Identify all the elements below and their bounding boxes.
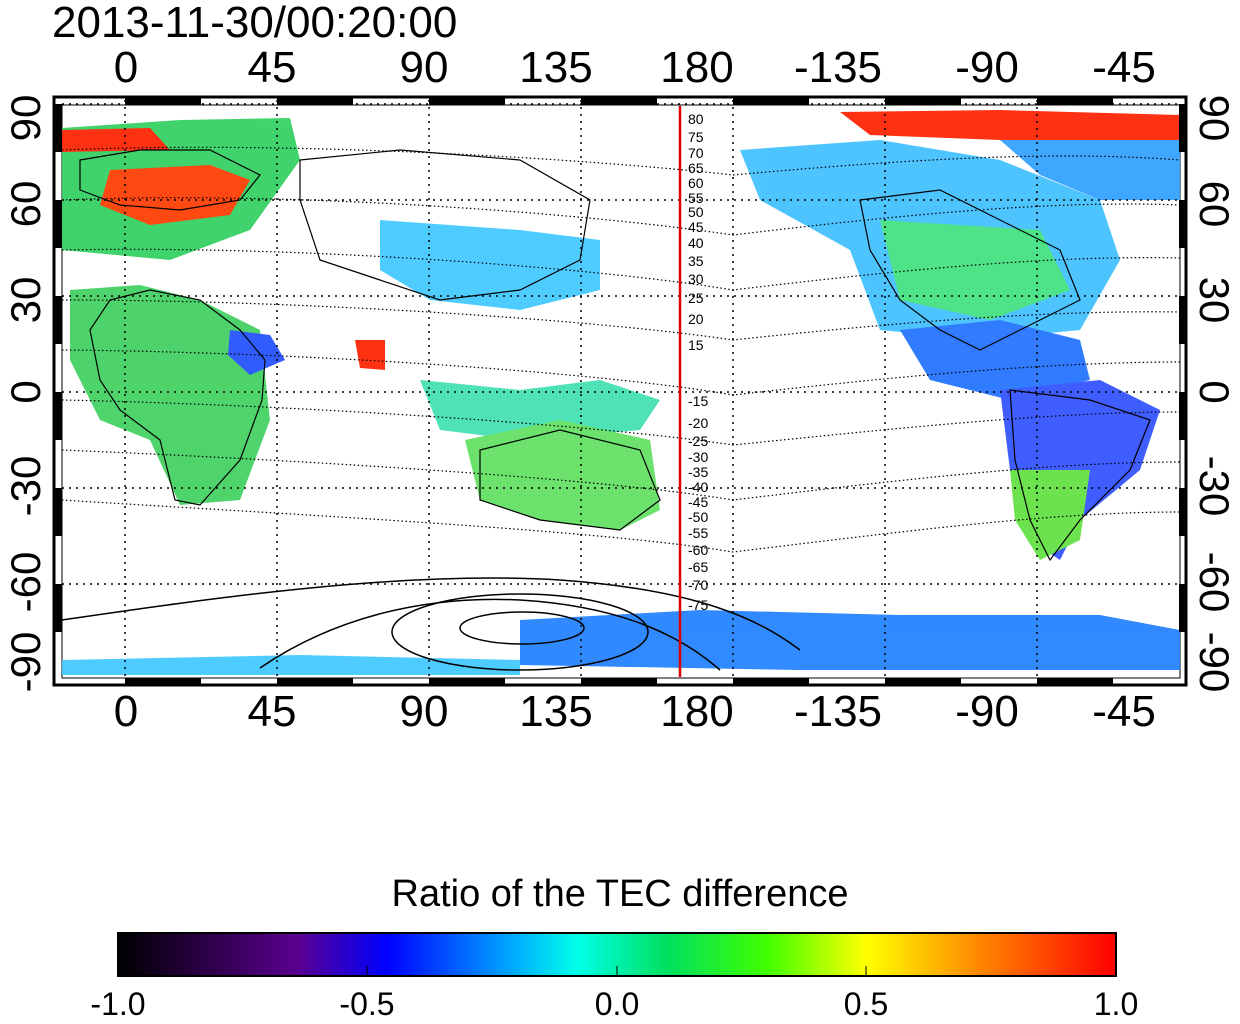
bottom-lon-tick: 0	[113, 687, 139, 736]
top-lon-tick: -90	[955, 43, 1019, 92]
right-lat-tick: 90	[1191, 94, 1238, 142]
map-title: 2013-11-30/00:20:00	[52, 0, 458, 47]
colorbar-tick-label: 0.0	[594, 986, 640, 1022]
tec-region-europe-high	[100, 165, 250, 225]
bottom-lon-tick: 90	[399, 687, 449, 736]
left-lat-tick: -60	[2, 551, 49, 613]
bottom-lon-tick: 135	[519, 687, 593, 736]
tec-region-indonesia	[420, 380, 660, 440]
contour-label: 65	[688, 160, 704, 176]
colorbar-tick-label: -1.0	[90, 986, 146, 1022]
right-lat-tick: 60	[1191, 180, 1238, 228]
contour-label: 20	[688, 311, 704, 327]
right-lat-tick: -90	[1191, 631, 1238, 693]
bottom-lon-tick: -90	[955, 687, 1019, 736]
contour-label: 25	[688, 290, 704, 306]
tec-region-na-east	[880, 220, 1070, 320]
contour-label: -15	[688, 393, 708, 409]
left-lat-tick: -30	[2, 455, 49, 517]
top-lon-tick: 180	[660, 43, 734, 92]
graticule	[62, 100, 1180, 678]
contour-label: 60	[688, 175, 704, 191]
contour-label: -20	[688, 415, 708, 431]
bottom-lon-tick: 45	[247, 687, 297, 736]
contour-label: 15	[688, 337, 704, 353]
contour-label: -35	[688, 464, 708, 480]
tec-region-india-red	[355, 340, 385, 370]
colorbar-ticks	[366, 966, 867, 976]
right-lat-tick: 0	[1191, 380, 1238, 404]
contour-label: -30	[688, 449, 708, 465]
border-scale-bars	[54, 97, 1187, 686]
right-lat-tick: -60	[1191, 551, 1238, 613]
bottom-lon-tick: -135	[793, 687, 883, 736]
contour-label: 70	[688, 145, 704, 161]
contour-label: 35	[688, 253, 704, 269]
top-lon-tick: 0	[113, 43, 139, 92]
left-lat-tick: 60	[2, 180, 49, 228]
colorbar-tick-label: 1.0	[1093, 986, 1139, 1022]
tec-region-central-america	[900, 320, 1090, 400]
contour-label: 40	[688, 235, 704, 251]
coastline	[79, 149, 1151, 562]
tec-region-arctic-east	[1000, 140, 1180, 200]
tec-region-australia	[465, 420, 660, 530]
tec-data-overlay	[62, 110, 1180, 675]
tec-region-arctic-west	[62, 128, 170, 152]
left-lat-tick: 0	[2, 380, 49, 404]
contour-label: -50	[688, 509, 708, 525]
contour-label: 75	[688, 129, 704, 145]
bottom-lon-tick: -45	[1092, 687, 1156, 736]
left-lat-tick: 30	[2, 276, 49, 324]
top-lon-tick: 90	[399, 43, 449, 92]
contour-label: -55	[688, 525, 708, 541]
bottom-lon-tick: 180	[660, 687, 734, 736]
contour-label: 80	[688, 111, 704, 127]
tec-region-antarctica	[520, 610, 1180, 670]
contour-label: -45	[688, 494, 708, 510]
contour-label: 50	[688, 204, 704, 220]
colorbar-title: Ratio of the TEC difference	[391, 873, 849, 915]
contour-label: -60	[688, 542, 708, 558]
tec-region-antarctica-west	[62, 655, 520, 675]
magnetic-latitude-contours	[62, 146, 1180, 553]
tec-region-asia	[380, 220, 600, 310]
contour-label: 30	[688, 271, 704, 287]
contour-label: 55	[688, 190, 704, 206]
top-lon-tick: 45	[247, 43, 297, 92]
tec-region-sa-south	[1010, 470, 1090, 560]
right-lat-tick: -30	[1191, 455, 1238, 517]
magnetic-pole-contours	[62, 577, 801, 671]
contour-label: 45	[688, 219, 704, 235]
contour-label: -40	[688, 479, 708, 495]
top-lon-tick: 135	[519, 43, 593, 92]
tec-region-africa	[70, 285, 270, 505]
left-lat-tick: -90	[2, 631, 49, 693]
left-lat-tick: 90	[2, 94, 49, 142]
colorbar-tick-label: -0.5	[339, 986, 395, 1022]
tec-region-africa-blue	[228, 330, 285, 375]
contour-label: -70	[688, 577, 708, 593]
top-lon-tick: -45	[1092, 43, 1156, 92]
contour-label: -65	[688, 559, 708, 575]
right-lat-tick: 30	[1191, 276, 1238, 324]
contour-label: -75	[688, 597, 708, 613]
contour-label: -25	[688, 433, 708, 449]
colorbar-tick-label: 0.5	[843, 986, 889, 1022]
top-lon-tick: -135	[793, 43, 883, 92]
